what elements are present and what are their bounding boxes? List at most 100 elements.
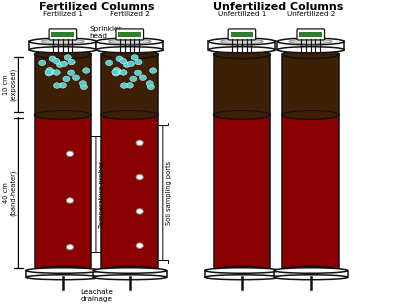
Ellipse shape — [34, 111, 91, 119]
Bar — [34, 54, 91, 115]
Circle shape — [126, 83, 133, 88]
Circle shape — [79, 81, 86, 86]
Ellipse shape — [208, 38, 275, 45]
Text: Soil sampling ports: Soil sampling ports — [166, 161, 172, 225]
Ellipse shape — [282, 50, 339, 59]
Bar — [274, 270, 348, 277]
Bar — [214, 54, 270, 115]
Circle shape — [59, 83, 66, 88]
Bar — [282, 115, 339, 270]
Ellipse shape — [102, 111, 158, 119]
Circle shape — [136, 209, 143, 214]
FancyBboxPatch shape — [228, 29, 256, 40]
Bar — [230, 32, 253, 37]
Circle shape — [139, 75, 146, 80]
Ellipse shape — [93, 268, 167, 273]
Circle shape — [135, 59, 142, 65]
Bar — [299, 32, 322, 37]
Circle shape — [72, 75, 80, 80]
Circle shape — [46, 67, 53, 73]
Ellipse shape — [34, 266, 91, 275]
Text: Unfertilized 1: Unfertilized 1 — [218, 11, 266, 18]
Ellipse shape — [214, 111, 270, 119]
Circle shape — [112, 71, 119, 76]
Circle shape — [68, 70, 75, 75]
Circle shape — [66, 245, 74, 250]
Ellipse shape — [96, 38, 163, 45]
Circle shape — [123, 62, 130, 67]
Text: Temperature probes: Temperature probes — [99, 160, 105, 228]
Circle shape — [146, 81, 153, 86]
Ellipse shape — [214, 50, 270, 59]
Ellipse shape — [208, 47, 275, 53]
Circle shape — [115, 69, 122, 75]
Ellipse shape — [282, 266, 339, 275]
Ellipse shape — [282, 111, 339, 119]
Circle shape — [120, 70, 127, 75]
Ellipse shape — [205, 275, 279, 280]
Circle shape — [106, 60, 113, 66]
Ellipse shape — [277, 38, 344, 45]
Bar — [52, 32, 74, 37]
Circle shape — [83, 68, 90, 73]
Bar — [93, 270, 167, 277]
Circle shape — [48, 69, 55, 75]
Ellipse shape — [102, 266, 158, 275]
Bar — [118, 32, 141, 37]
Ellipse shape — [102, 111, 158, 119]
Bar — [96, 42, 163, 50]
Circle shape — [147, 84, 154, 90]
Circle shape — [116, 56, 123, 62]
FancyBboxPatch shape — [116, 29, 144, 40]
Bar — [205, 270, 279, 277]
Circle shape — [80, 84, 88, 90]
Bar — [282, 54, 339, 115]
Circle shape — [49, 56, 56, 62]
Text: Fertilized 1: Fertilized 1 — [43, 11, 83, 18]
Circle shape — [66, 198, 74, 203]
Circle shape — [120, 58, 127, 64]
Circle shape — [150, 68, 157, 73]
Circle shape — [68, 59, 75, 65]
Ellipse shape — [42, 39, 84, 44]
Circle shape — [45, 71, 52, 76]
Ellipse shape — [290, 39, 332, 44]
Text: Leachate
drainage: Leachate drainage — [80, 289, 113, 302]
Ellipse shape — [96, 47, 163, 53]
Ellipse shape — [93, 275, 167, 280]
Text: Fertilized Columns: Fertilized Columns — [38, 2, 154, 12]
Circle shape — [39, 60, 46, 66]
Ellipse shape — [274, 268, 348, 273]
Ellipse shape — [214, 111, 270, 119]
Circle shape — [63, 76, 70, 82]
Circle shape — [60, 61, 68, 67]
Ellipse shape — [34, 111, 91, 119]
Ellipse shape — [102, 50, 158, 59]
Bar — [26, 270, 100, 277]
Ellipse shape — [108, 39, 151, 44]
Text: 40 cm
(band-heater): 40 cm (band-heater) — [3, 169, 16, 216]
Bar — [208, 42, 275, 50]
Text: Fertilized 2: Fertilized 2 — [110, 11, 150, 18]
Circle shape — [134, 70, 142, 75]
Ellipse shape — [205, 268, 279, 273]
Circle shape — [53, 70, 60, 75]
Bar — [214, 115, 270, 270]
Bar — [102, 54, 158, 115]
Ellipse shape — [30, 47, 96, 53]
Circle shape — [120, 83, 128, 88]
FancyBboxPatch shape — [49, 29, 77, 40]
Circle shape — [54, 83, 61, 88]
Circle shape — [113, 67, 120, 73]
Bar — [34, 115, 91, 270]
Circle shape — [64, 55, 71, 60]
Ellipse shape — [30, 38, 96, 45]
Circle shape — [136, 174, 143, 180]
Ellipse shape — [274, 275, 348, 280]
Bar — [277, 42, 344, 50]
Circle shape — [131, 55, 138, 60]
Ellipse shape — [277, 47, 344, 53]
Circle shape — [136, 140, 143, 146]
Bar — [102, 115, 158, 270]
Bar — [30, 42, 96, 50]
